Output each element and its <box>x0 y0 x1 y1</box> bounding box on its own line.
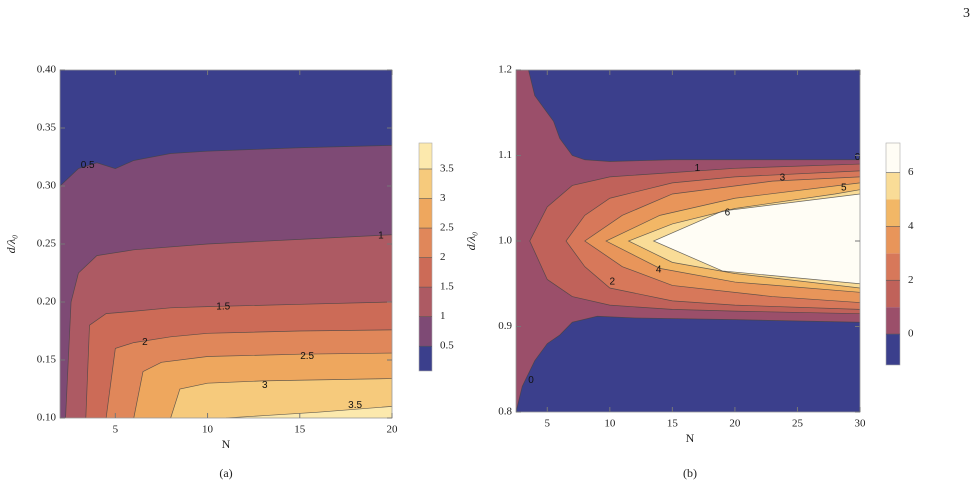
contour-line <box>529 163 860 315</box>
contour-line <box>225 406 392 418</box>
x-tick-label: 15 <box>667 418 679 430</box>
colorbar-band <box>886 307 900 335</box>
x-tick-label: 15 <box>294 424 306 436</box>
y-tick-label: 0.40 <box>37 64 57 76</box>
contour-line <box>516 70 860 412</box>
y-tick-label: 0.15 <box>37 354 57 366</box>
contour-label: 2 <box>142 337 148 348</box>
contour-line <box>605 182 860 293</box>
colorbar-band <box>886 143 900 173</box>
colorbar-band <box>419 257 432 288</box>
x-tick-label: 10 <box>604 418 616 430</box>
colorbar-frame <box>418 142 433 372</box>
x-tick-label: 10 <box>202 424 214 436</box>
colorbar-band <box>886 253 900 281</box>
contour-line <box>584 176 860 303</box>
y-tick-label: 1.2 <box>498 64 512 76</box>
colorbar-tick-label: 3.5 <box>440 163 454 175</box>
colorbar-band <box>886 334 900 365</box>
colorbar-band <box>886 280 900 308</box>
colorbar-band <box>886 199 900 227</box>
contour-label: 1 <box>695 163 701 174</box>
contour-line <box>85 301 392 418</box>
y-tick-label: 0.25 <box>37 238 57 250</box>
contour-label: 1.5 <box>216 301 230 312</box>
colorbar-tick-label: 1 <box>440 310 446 322</box>
contour-region <box>60 378 392 418</box>
colorbar-tick-label: 0.5 <box>440 340 454 352</box>
colorbar-band <box>419 143 432 169</box>
contour-line <box>652 193 860 285</box>
contour-line <box>60 145 392 187</box>
y-tick-label: 1.1 <box>498 149 512 161</box>
contour-line <box>65 234 392 418</box>
contour-line <box>105 329 392 418</box>
contour-label: 3.5 <box>348 400 362 411</box>
colorbar-band <box>419 346 432 371</box>
colorbar-tick-label: 1.5 <box>440 281 454 293</box>
contour-line <box>133 352 392 418</box>
contour-label: 0 <box>528 375 534 386</box>
contour-label: 2.5 <box>300 351 314 362</box>
colorbar-band <box>886 172 900 200</box>
colorbar-band <box>419 287 432 317</box>
contour-region <box>60 406 392 418</box>
y-tick-label: 0.35 <box>37 122 57 134</box>
colorbar-frame <box>885 142 901 366</box>
y-tick-label: 0.8 <box>498 406 512 418</box>
colorbar-tick-label: 3 <box>440 192 446 204</box>
colorbar-tick-label: 2 <box>908 274 914 286</box>
colorbar-band <box>419 168 432 199</box>
contour-label: 6 <box>725 207 731 218</box>
contour-line <box>627 189 860 289</box>
colorbar-tick-label: 4 <box>908 220 914 232</box>
contour-label: 3 <box>262 380 268 391</box>
y-tick-label: 0.9 <box>498 320 512 332</box>
y-tick-label: 1.0 <box>498 235 512 247</box>
y-tick-label: 0.20 <box>37 296 57 308</box>
contour-label: 0.5 <box>81 160 95 171</box>
colorbar-tick-label: 2 <box>440 251 446 263</box>
x-axis-label: N <box>222 437 231 451</box>
colorbar-band <box>886 226 900 254</box>
plot-area <box>516 70 860 412</box>
y-axis-label: d/λ₀ <box>464 232 478 251</box>
contour-line <box>170 378 392 418</box>
y-tick-label: 0.10 <box>37 412 57 424</box>
x-tick-label: 25 <box>792 418 804 430</box>
contour-label: 1 <box>378 231 384 242</box>
x-tick-label: 20 <box>729 418 741 430</box>
x-tick-label: 20 <box>387 424 399 436</box>
contour-label: 2 <box>610 277 616 288</box>
caption: (a) <box>219 466 232 480</box>
contour-label: 4 <box>656 265 662 276</box>
colorbar-tick-label: 2.5 <box>440 222 454 234</box>
y-axis-label: d/λ₀ <box>4 235 18 254</box>
caption: (b) <box>683 466 697 480</box>
plot-area <box>60 70 392 418</box>
contour-label: 3 <box>780 172 786 183</box>
colorbar-tick-label: 6 <box>908 166 914 178</box>
x-tick-label: 5 <box>545 418 551 430</box>
contour-line <box>565 170 860 310</box>
x-tick-label: 5 <box>113 424 119 436</box>
colorbar-band <box>419 316 432 347</box>
x-tick-label: 30 <box>855 418 867 430</box>
contour-label: 0 <box>855 152 861 163</box>
x-axis-label: N <box>686 431 695 445</box>
page-number: 3 <box>963 6 970 21</box>
colorbar-tick-label: 0 <box>908 328 914 340</box>
colorbar-band <box>419 228 432 258</box>
colorbar-band <box>419 198 432 229</box>
y-tick-label: 0.30 <box>37 180 57 192</box>
contour-label: 5 <box>841 183 847 194</box>
contour-region <box>653 193 860 284</box>
